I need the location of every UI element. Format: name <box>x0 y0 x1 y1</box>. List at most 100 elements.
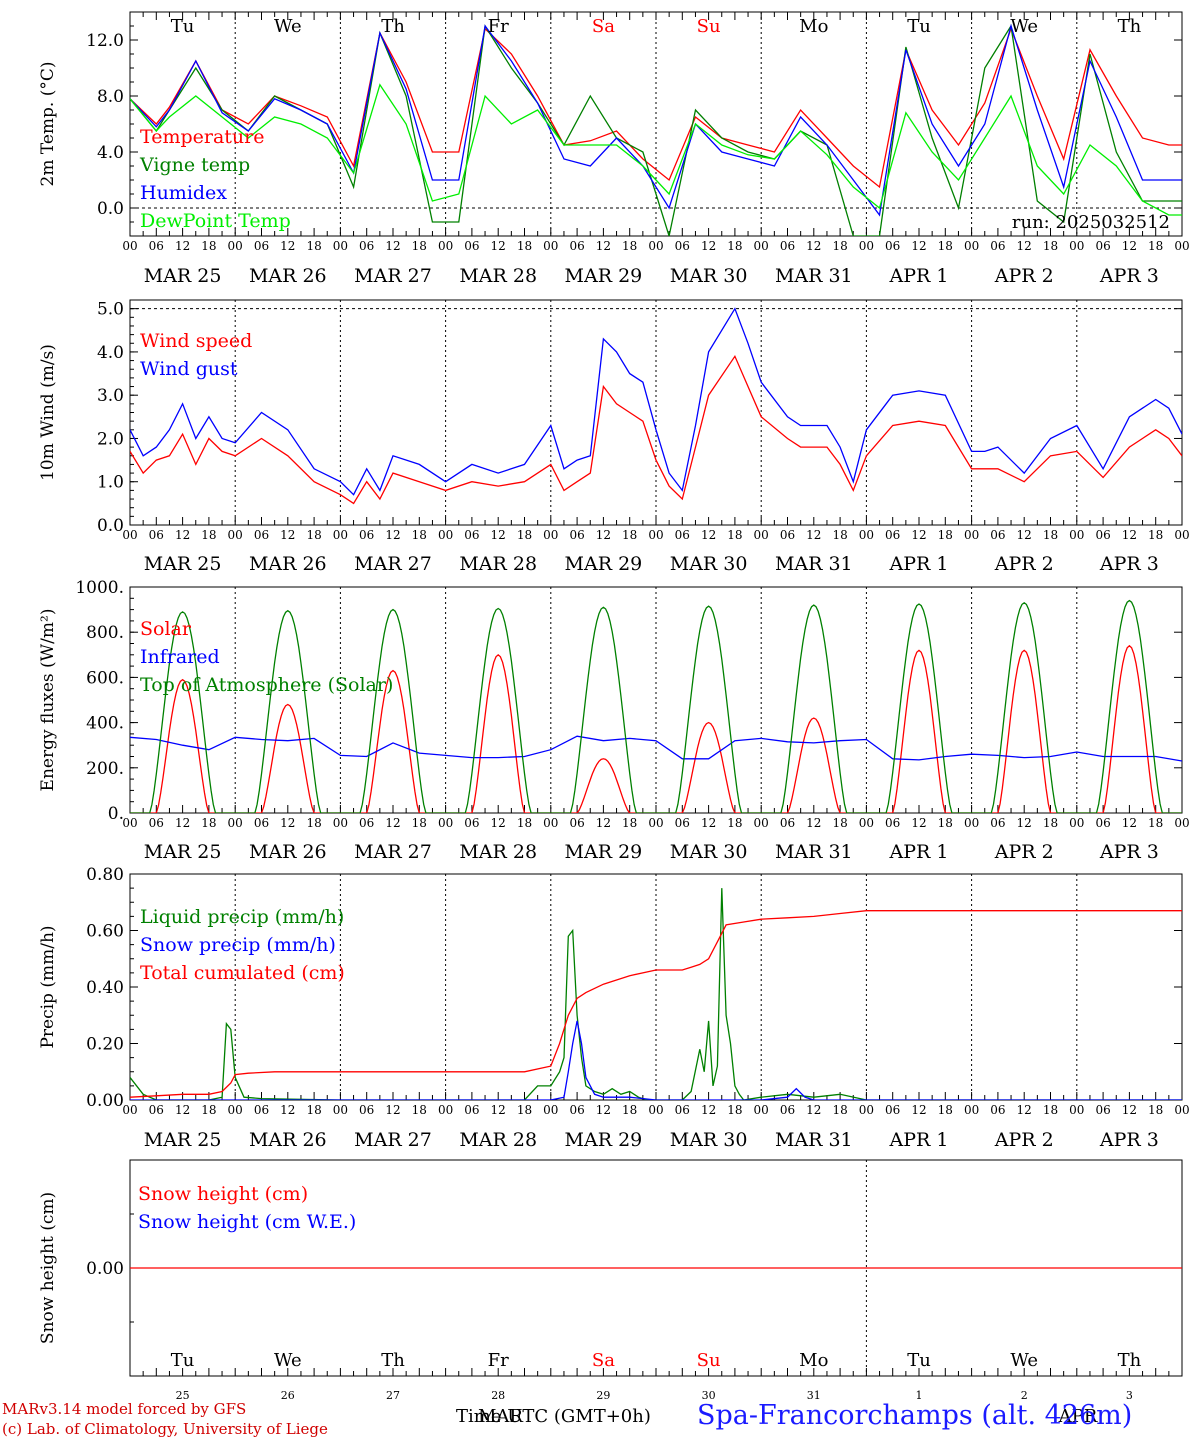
hour-tick-label: 06 <box>885 239 900 253</box>
hour-tick-label: 00 <box>438 1103 453 1117</box>
hour-tick-label: 00 <box>543 1103 558 1117</box>
legend-snow-height-cm-w-e-: Snow height (cm W.E.) <box>138 1211 356 1233</box>
date-label: MAR 28 <box>459 553 537 575</box>
date-label: MAR 30 <box>670 553 748 575</box>
hour-tick-label: 00 <box>648 816 663 830</box>
hour-tick-label: 12 <box>491 1103 506 1117</box>
hour-tick-label: 00 <box>228 816 243 830</box>
hour-tick-label: 12 <box>911 528 926 542</box>
hour-tick-label: 18 <box>1043 528 1058 542</box>
hour-tick-label: 12 <box>385 816 400 830</box>
hour-tick-label: 18 <box>306 816 321 830</box>
y-axis-label: Energy fluxes (W/m²) <box>38 609 58 792</box>
day-abbrev-bottom: Su <box>697 1350 721 1371</box>
hour-tick-label: 00 <box>648 239 663 253</box>
hour-tick-label: 12 <box>806 528 821 542</box>
day-number: 1 <box>916 1389 923 1402</box>
hour-tick-label: 06 <box>990 816 1005 830</box>
day-number: 2 <box>1021 1389 1028 1402</box>
legend-liquid-precip-mm-h-: Liquid precip (mm/h) <box>140 906 344 928</box>
series-line-dewpoint-temp <box>130 83 1182 216</box>
hour-tick-label: 18 <box>306 239 321 253</box>
hour-tick-label: 00 <box>754 1103 769 1117</box>
hour-tick-label: 18 <box>832 1103 847 1117</box>
hour-tick-label: 06 <box>1095 816 1110 830</box>
time-overlap-label: MAR <box>478 1406 523 1427</box>
hour-tick-label: 12 <box>1017 816 1032 830</box>
hour-tick-label: 00 <box>1069 239 1084 253</box>
day-abbrev-bottom: Fr <box>488 1350 509 1371</box>
date-label: APR 3 <box>1099 553 1159 575</box>
hour-tick-label: 00 <box>1174 528 1189 542</box>
day-abbrev-bottom: Th <box>381 1350 405 1371</box>
y-tick-label: 400. <box>86 714 124 734</box>
y-tick-label: 600. <box>86 668 124 688</box>
panel-5: 0.00 Snow height (cm) Snow height (cm) Snow… <box>38 1159 1183 1377</box>
legend-temperature: Temperature <box>140 126 264 148</box>
date-label: MAR 29 <box>565 1129 643 1151</box>
panel-4: 0.80 0.60 0.40 0.20 0.00 Precip (mm/h) 00 06 12 1… <box>38 865 1190 1151</box>
hour-tick-label: 00 <box>543 239 558 253</box>
hour-tick-label: 12 <box>175 528 190 542</box>
legend-dewpoint-temp: DewPoint Temp <box>140 210 291 232</box>
hour-tick-label: 18 <box>517 1103 532 1117</box>
series-line-infrared <box>130 735 1182 762</box>
date-label: MAR 30 <box>670 841 748 863</box>
day-number: 25 <box>176 1389 190 1402</box>
date-label: MAR 25 <box>144 553 222 575</box>
hour-tick-label: 12 <box>1122 1103 1137 1117</box>
hour-tick-label: 12 <box>385 239 400 253</box>
y-tick-label: 12.0 <box>86 31 124 51</box>
hour-tick-label: 06 <box>1095 528 1110 542</box>
hour-tick-label: 12 <box>280 1103 295 1117</box>
hour-tick-label: 18 <box>517 239 532 253</box>
legend-wind-gust: Wind gust <box>140 358 238 380</box>
model-credit: MARv3.14 model forced by GFS <box>2 1400 247 1418</box>
hour-tick-label: 18 <box>622 816 637 830</box>
hour-tick-label: 18 <box>1043 816 1058 830</box>
hour-tick-label: 12 <box>701 1103 716 1117</box>
hour-tick-label: 00 <box>333 528 348 542</box>
hour-tick-label: 00 <box>1069 528 1084 542</box>
hour-tick-label: 12 <box>596 239 611 253</box>
panel-1: 12.0 8.0 4.0 0.0 2m Temp. (°C) 00 06 12 18 00 06 12… <box>38 11 1190 287</box>
legend-snow-height-cm-: Snow height (cm) <box>138 1183 308 1205</box>
hour-tick-label: 18 <box>1148 816 1163 830</box>
hour-tick-label: 00 <box>859 239 874 253</box>
hour-tick-label: 00 <box>754 239 769 253</box>
series-line-top-of-atmosphere-solar- <box>130 599 1182 813</box>
hour-tick-label: 00 <box>859 528 874 542</box>
hour-tick-label: 12 <box>491 239 506 253</box>
day-abbrev-bottom: We <box>1010 1350 1038 1371</box>
day-abbrev-bottom: Mo <box>799 1350 828 1371</box>
date-label: MAR 28 <box>459 265 537 287</box>
hour-tick-label: 06 <box>149 816 164 830</box>
hour-tick-label: 06 <box>254 239 269 253</box>
y-tick-label: 0.80 <box>86 865 124 885</box>
hour-tick-label: 18 <box>1148 239 1163 253</box>
hour-tick-label: 06 <box>675 528 690 542</box>
series-line-total-cumulated-cm- <box>130 910 1182 1098</box>
hour-tick-label: 18 <box>1043 1103 1058 1117</box>
date-label: APR 2 <box>994 265 1054 287</box>
copyright-credit: (c) Lab. of Climatology, University of L… <box>2 1420 328 1438</box>
hour-tick-label: 06 <box>254 528 269 542</box>
panel-2: 5.0 4.0 3.0 2.0 1.0 0.0 10m Wind (m/s) 00 06 12 18… <box>38 299 1190 575</box>
hour-tick-label: 00 <box>122 528 137 542</box>
hour-tick-label: 18 <box>938 816 953 830</box>
date-label: APR 1 <box>889 841 949 863</box>
hour-tick-label: 06 <box>990 528 1005 542</box>
y-tick-label: 3.0 <box>97 386 124 406</box>
hour-tick-label: 18 <box>412 239 427 253</box>
date-label: MAR 27 <box>354 265 432 287</box>
hour-tick-label: 06 <box>569 528 584 542</box>
hour-tick-label: 18 <box>727 528 742 542</box>
series-line-wind-gust <box>130 307 1182 496</box>
date-label: APR 2 <box>994 1129 1054 1151</box>
hour-tick-label: 00 <box>438 239 453 253</box>
y-axis-label: Snow height (cm) <box>38 1192 58 1344</box>
date-label: MAR 28 <box>459 841 537 863</box>
day-abbrev-top: Tu <box>171 16 195 37</box>
hour-tick-label: 00 <box>333 1103 348 1117</box>
